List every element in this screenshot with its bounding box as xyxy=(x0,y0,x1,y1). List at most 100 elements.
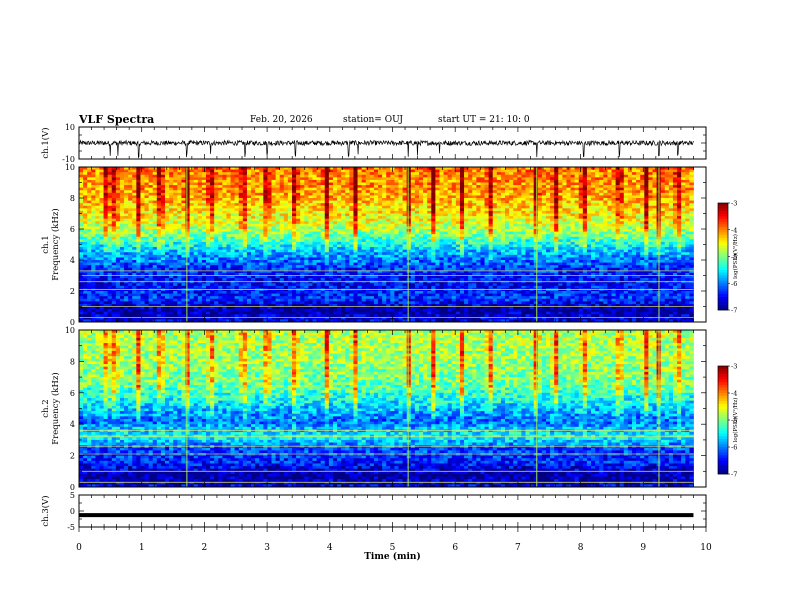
spectrogram-cell xyxy=(279,190,285,194)
spectrogram-cell xyxy=(365,319,371,323)
spectrogram-cell xyxy=(398,316,404,320)
spectrogram-cell xyxy=(218,296,223,300)
spectrogram-cell xyxy=(341,229,346,232)
spectrogram-cell xyxy=(144,267,150,271)
spectrogram-cell xyxy=(205,293,211,297)
spectrogram-cell xyxy=(246,288,252,292)
spectrogram-cell xyxy=(181,293,186,297)
spectrogram-cell xyxy=(177,203,182,207)
spectrogram-cell xyxy=(128,260,133,263)
spectrogram-cell xyxy=(296,174,301,178)
spectrogram-cell xyxy=(259,262,264,266)
spectrogram-cell xyxy=(136,254,141,258)
spectrogram-cell xyxy=(181,296,186,300)
spectrogram-cell xyxy=(279,234,285,238)
spectrogram-cell xyxy=(197,203,203,207)
spectrogram-cell xyxy=(365,262,371,266)
spectrogram-cell xyxy=(230,200,236,204)
spectrogram-cell xyxy=(316,316,322,320)
spectrogram-cell xyxy=(144,247,150,251)
spectrogram-cell xyxy=(205,265,211,269)
spectrogram-cell xyxy=(152,306,158,310)
spectrogram-cell xyxy=(263,262,268,266)
spectrogram-cell xyxy=(111,293,117,297)
spectrogram-cell xyxy=(361,192,367,196)
spectrogram-cell xyxy=(345,314,350,318)
spectrogram-cell xyxy=(304,291,309,294)
spectrogram-cell xyxy=(300,218,305,222)
spectrogram-cell xyxy=(292,195,297,199)
spectrogram-cell xyxy=(230,236,236,240)
spectrogram-cell xyxy=(107,303,113,307)
spectrogram-cell xyxy=(222,205,227,209)
spectrogram-cell xyxy=(378,169,383,173)
spectrogram-cell xyxy=(128,182,133,186)
spectrogram-cell xyxy=(99,303,104,307)
spectrogram-cell xyxy=(181,306,186,310)
spectrogram-cell xyxy=(246,244,252,248)
spectrogram-cell xyxy=(287,234,293,238)
spectrogram-cell xyxy=(349,213,354,217)
spectrogram-cell xyxy=(193,252,199,256)
spectrogram-cell xyxy=(136,296,141,300)
spectrogram-cell xyxy=(177,278,182,282)
spectrogram-cell xyxy=(328,291,334,294)
spectrogram-cell xyxy=(349,249,354,253)
spectrogram-cell xyxy=(337,234,342,238)
spectrogram-cell xyxy=(242,260,248,263)
spectrogram-cell xyxy=(394,226,399,230)
spectrogram-cell xyxy=(300,177,305,181)
spectrogram-cell xyxy=(373,223,379,227)
spectrogram-cell xyxy=(132,177,137,181)
spectrogram-cell xyxy=(83,213,88,217)
spectrogram-cell xyxy=(222,252,227,256)
spectrogram-cell xyxy=(357,221,363,225)
spectrogram-cell xyxy=(87,174,92,178)
spectrogram-cell xyxy=(115,288,121,292)
spectrogram-cell xyxy=(107,265,113,269)
spectrogram-cell xyxy=(271,203,277,207)
spectrogram-cell xyxy=(152,190,158,194)
spectrogram-cell xyxy=(238,234,244,238)
spectrogram-cell xyxy=(95,257,100,261)
spectrogram-cell xyxy=(91,311,96,315)
spectrogram-cell xyxy=(357,210,363,214)
spectrogram-cell xyxy=(169,278,174,282)
spectrogram-cell xyxy=(185,301,191,305)
spectrogram-cell xyxy=(193,303,199,307)
spectrogram-cell xyxy=(222,293,227,297)
spectrogram-cell xyxy=(107,285,113,289)
spectrogram-cell xyxy=(99,195,104,199)
spectrogram-cell xyxy=(99,306,104,310)
spectrogram-cell xyxy=(95,291,100,294)
spectrogram-cell xyxy=(337,172,342,176)
spectrogram-cell xyxy=(181,316,186,320)
spectrogram-cell xyxy=(341,270,346,274)
spectrogram-cell xyxy=(99,309,104,313)
spectrogram-cell xyxy=(390,241,395,245)
spectrogram-cell xyxy=(304,260,309,263)
spectrogram-cell xyxy=(312,262,317,266)
spectrogram-cell xyxy=(263,288,268,292)
spectrogram-cell xyxy=(386,247,391,251)
spectrogram-cell xyxy=(124,288,129,292)
spectrogram-cell xyxy=(205,179,211,183)
spectrogram-cell xyxy=(271,288,277,292)
spectrogram-cell xyxy=(382,190,387,194)
spectrogram-cell xyxy=(386,195,391,199)
spectrogram-cell xyxy=(205,223,211,227)
spectrogram-cell xyxy=(189,298,195,302)
spectrogram-cell xyxy=(361,249,367,253)
spectrogram-cell xyxy=(230,229,236,232)
spectrogram-cell xyxy=(279,280,285,284)
spectrogram-cell xyxy=(214,198,219,201)
spectrogram-cell xyxy=(169,210,174,214)
spectrogram-cell xyxy=(304,218,309,222)
spectrogram-cell xyxy=(230,311,236,315)
spectrogram-cell xyxy=(115,179,121,183)
spectrogram-cell xyxy=(197,185,203,189)
spectrogram-cell xyxy=(169,187,174,191)
spectrogram-cell xyxy=(361,262,367,266)
spectrogram-cell xyxy=(402,311,408,315)
spectrogram-cell xyxy=(304,319,309,323)
